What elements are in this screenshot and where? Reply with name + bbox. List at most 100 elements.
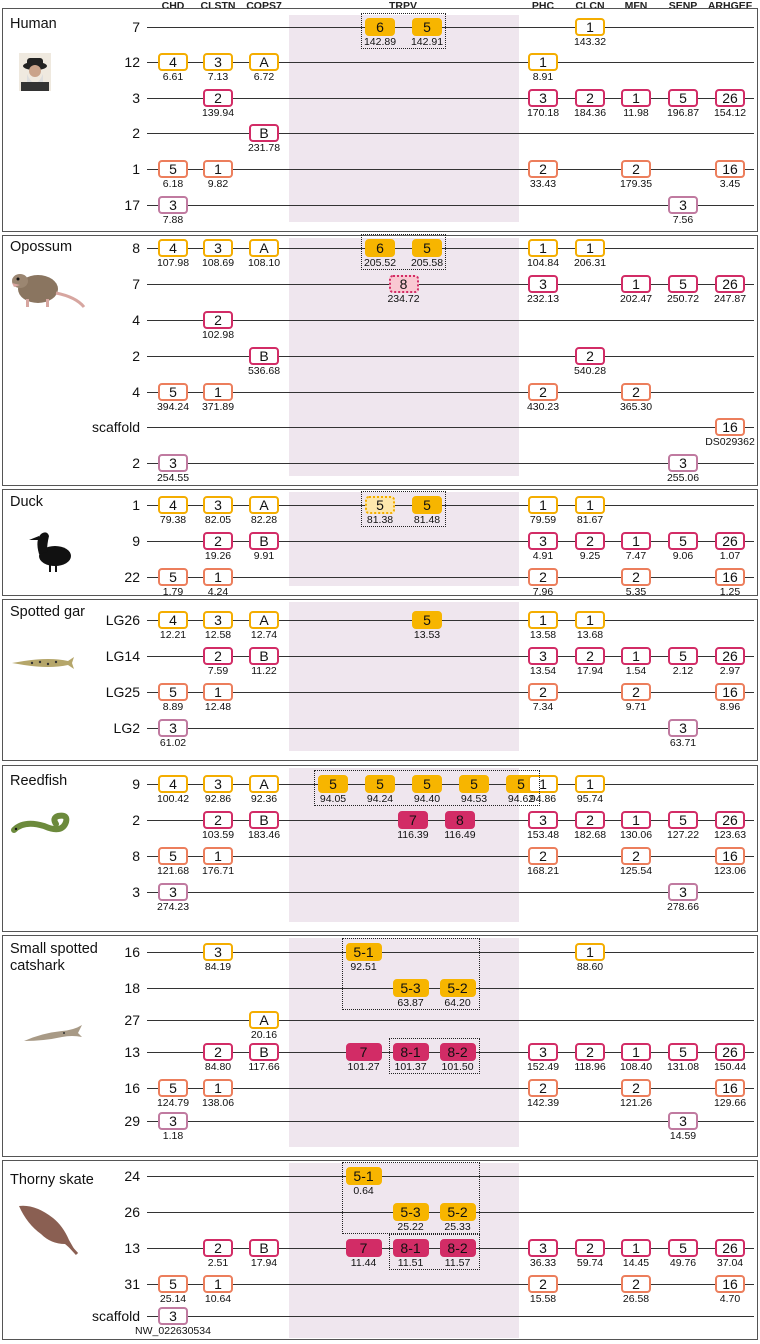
gene-position: 168.21 xyxy=(526,865,560,877)
gene-position: 13.54 xyxy=(529,665,557,677)
gene-position: 94.86 xyxy=(529,793,557,805)
gene-position: 9.91 xyxy=(253,550,275,562)
gene-position: 7.56 xyxy=(672,214,694,226)
gene-box-cops7: A xyxy=(249,1011,279,1029)
gene-box-chd: 4 xyxy=(158,53,188,71)
gene-box-clstn: 3 xyxy=(203,775,233,793)
gene-position: 14.45 xyxy=(622,1257,650,1269)
gene-box-arhgef: 26 xyxy=(715,1043,745,1061)
gene-box-trpv: 6 xyxy=(365,239,395,257)
gene-position: 153.48 xyxy=(526,829,560,841)
gene-position: 101.27 xyxy=(347,1061,380,1073)
chromosome-line xyxy=(147,98,754,100)
gene-box-senp: 5 xyxy=(668,647,698,665)
gene-box-phc: 3 xyxy=(528,647,558,665)
gene-position: 13.68 xyxy=(576,629,604,641)
gene-position: 142.91 xyxy=(410,36,444,48)
gene-box-phc: 3 xyxy=(528,89,558,107)
gene-position: 25.22 xyxy=(397,1221,424,1233)
gene-box-phc: 2 xyxy=(528,1079,558,1097)
gene-box-chd: 3 xyxy=(158,719,188,737)
chromosome-line xyxy=(147,505,754,507)
gene-position: 117.66 xyxy=(248,1061,280,1073)
chromosome-line xyxy=(147,692,754,694)
gene-box-trpv: 8-2 xyxy=(439,1239,476,1257)
gene-box-arhgef: 16 xyxy=(715,847,745,865)
gene-position: 182.68 xyxy=(573,829,607,841)
gene-position: 92.51 xyxy=(350,961,377,973)
gene-box-clstn: 2 xyxy=(203,811,233,829)
gene-box-arhgef: 26 xyxy=(715,89,745,107)
gene-position: 13.53 xyxy=(413,629,441,641)
gene-box-senp: 3 xyxy=(668,196,698,214)
gene-box-clstn: 1 xyxy=(203,1275,233,1293)
chromosome-line xyxy=(147,1020,754,1022)
gene-box-chd: 3 xyxy=(158,1307,188,1325)
gene-box-trpv: 5-1 xyxy=(345,943,382,961)
gene-position: 64.20 xyxy=(444,997,471,1009)
gene-position: 130.06 xyxy=(619,829,653,841)
gene-box-trpv: 8 xyxy=(388,275,419,293)
trpv-region-band xyxy=(289,768,519,922)
gene-position: 129.66 xyxy=(713,1097,747,1109)
gene-position: 25.14 xyxy=(159,1293,187,1305)
gene-box-arhgef: 26 xyxy=(715,647,745,665)
chromosome-label: 3 xyxy=(132,90,140,106)
gene-position: 88.60 xyxy=(576,961,604,973)
gene-position: 118.96 xyxy=(574,1061,606,1073)
gene-position: 125.54 xyxy=(619,865,653,877)
gene-box-phc: 1 xyxy=(528,53,558,71)
gene-box-mfn: 1 xyxy=(621,647,651,665)
gene-box-clcn: 2 xyxy=(575,1239,605,1257)
gene-position: 170.18 xyxy=(526,107,560,119)
gene-box-clstn: 1 xyxy=(203,568,233,586)
gene-position: 116.49 xyxy=(444,829,476,841)
opossum-icon xyxy=(10,267,88,318)
gene-box-clstn: 1 xyxy=(203,683,233,701)
gene-box-arhgef: 26 xyxy=(715,1239,745,1257)
gene-box-chd: 5 xyxy=(158,1275,188,1293)
gene-position: 143.32 xyxy=(573,36,607,48)
gene-position: 82.05 xyxy=(204,514,232,526)
gene-box-trpv: 5 xyxy=(459,775,489,793)
gene-box-phc: 2 xyxy=(528,160,558,178)
gene-position: 202.47 xyxy=(619,293,653,305)
thorny-skate-icon xyxy=(15,1200,81,1261)
gene-box-trpv: 8 xyxy=(444,811,475,829)
chromosome-line xyxy=(147,248,754,250)
gene-box-clcn: 1 xyxy=(575,496,605,514)
gene-box-phc: 2 xyxy=(528,683,558,701)
spotted-gar-icon xyxy=(10,655,76,676)
gene-box-chd: 5 xyxy=(158,683,188,701)
chromosome-label: 26 xyxy=(124,1204,140,1220)
chromosome-label: 18 xyxy=(124,980,140,996)
gene-box-clstn: 2 xyxy=(203,311,233,329)
gene-position: 1.79 xyxy=(162,586,184,598)
gene-box-senp: 3 xyxy=(668,454,698,472)
gene-box-chd: 4 xyxy=(158,775,188,793)
gene-position: 79.59 xyxy=(529,514,557,526)
gene-box-phc: 3 xyxy=(528,811,558,829)
gene-box-senp: 3 xyxy=(668,883,698,901)
chromosome-label: 2 xyxy=(132,455,140,471)
gene-box-cops7: A xyxy=(249,496,279,514)
gene-position: 152.49 xyxy=(526,1061,560,1073)
gene-box-trpv: 5 xyxy=(365,496,395,514)
chromosome-label: 31 xyxy=(124,1276,140,1292)
gene-position: 101.50 xyxy=(441,1061,474,1073)
gene-box-mfn: 1 xyxy=(621,532,651,550)
gene-box-mfn: 1 xyxy=(621,811,651,829)
gene-box-cops7: A xyxy=(249,53,279,71)
chromosome-line xyxy=(147,952,754,954)
gene-box-cops7: B xyxy=(249,124,279,142)
gene-box-phc: 1 xyxy=(528,611,558,629)
gene-box-cops7: B xyxy=(249,1239,279,1257)
chromosome-line xyxy=(147,784,754,786)
gene-box-mfn: 2 xyxy=(621,1079,651,1097)
tandem-group-frame xyxy=(388,1038,480,1074)
gene-box-cops7: B xyxy=(249,347,279,365)
gene-box-clcn: 1 xyxy=(575,239,605,257)
chromosome-label: 9 xyxy=(132,776,140,792)
gene-box-clcn: 1 xyxy=(575,611,605,629)
chromosome-label: LG25 xyxy=(105,684,140,700)
